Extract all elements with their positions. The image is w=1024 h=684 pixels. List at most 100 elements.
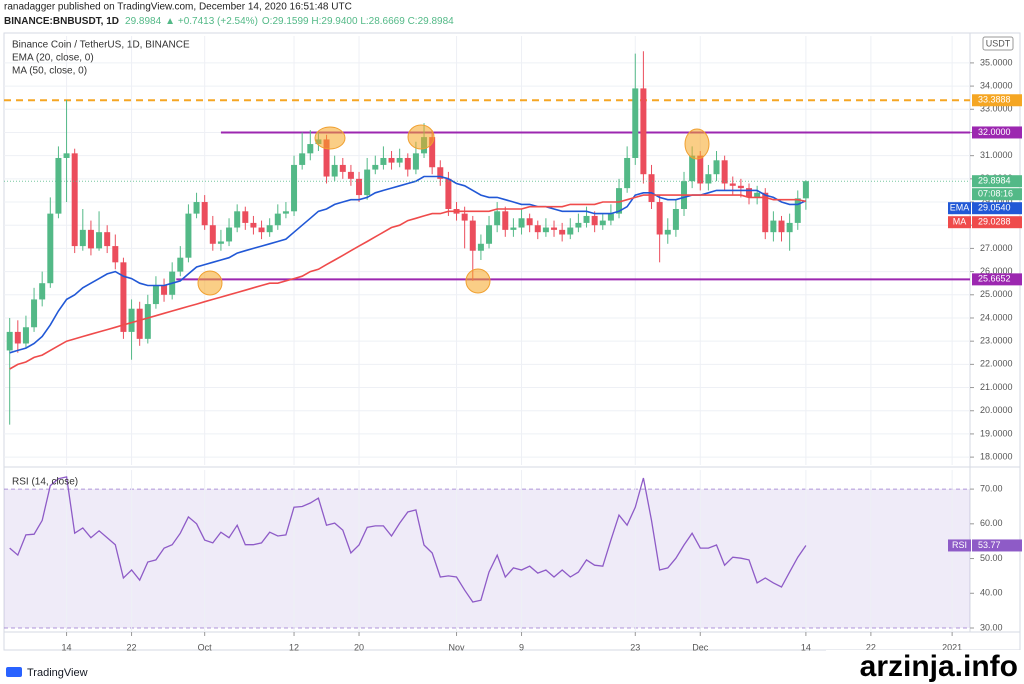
x-tick-label: 9 [519, 642, 524, 652]
candle-body [226, 227, 233, 242]
last-price-label: 29.8984 [978, 176, 1011, 186]
highlight-circle [197, 270, 223, 296]
candle-body [697, 155, 704, 184]
price-line-value-box [972, 273, 1022, 286]
y-tick-label: 23.0000 [980, 336, 1013, 346]
candle-body [177, 257, 184, 272]
candle-body [689, 155, 696, 182]
countdown: 07:08:16 [978, 189, 1013, 199]
rsi-band [4, 489, 970, 629]
candle-body [201, 202, 208, 226]
candle-body [672, 208, 679, 230]
y-tick-label: 21.0000 [980, 382, 1013, 392]
candle-body [486, 225, 493, 244]
x-tick-label: Dec [692, 642, 709, 652]
ohlc: O:29.1599 H:29.9400 L:28.6669 C:29.8984 [262, 16, 454, 27]
series-value-tag: RSI [952, 540, 967, 550]
candle-body [713, 160, 720, 175]
series-value-label: 29.0540 [978, 203, 1011, 213]
candle-body [234, 211, 241, 228]
candle-body [737, 185, 744, 189]
y-tick-label: 29.0000 [980, 196, 1013, 206]
candle-body [412, 153, 419, 170]
candle-body [364, 169, 371, 196]
candle-body [372, 164, 379, 170]
candle-body [96, 232, 103, 249]
countdown-box [972, 188, 1022, 201]
series-value-box [972, 539, 1022, 552]
y-tick-label: 50.00 [980, 553, 1003, 563]
x-tick-label: 14 [62, 642, 72, 652]
candle-body [112, 246, 119, 263]
series-line [9, 476, 807, 603]
candle-body [575, 222, 582, 228]
watermark: arzinja.info [860, 650, 1018, 683]
candle-body [640, 88, 647, 175]
price-line-value-label: 25.6652 [978, 274, 1011, 284]
candle-body [87, 229, 94, 249]
candle-body [607, 213, 614, 221]
candle-body [746, 188, 753, 198]
x-tick-label: 14 [801, 642, 811, 652]
candle-body [250, 222, 257, 228]
x-tick-label: 23 [630, 642, 640, 652]
x-tick-label: 22 [127, 642, 137, 652]
candle-body [55, 157, 62, 214]
candle-body [794, 198, 801, 223]
candle-body [161, 285, 168, 295]
candle-body [729, 183, 736, 186]
symbol-line: BINANCE:BNBUSDT, 1D 29.8984 ▲ +0.7413 (+2.… [4, 16, 454, 27]
series-line [9, 194, 807, 370]
y-tick-label: 35.0000 [980, 57, 1013, 67]
change: ▲ +0.7413 (+2.54%) [165, 16, 258, 27]
candle-body [705, 174, 712, 184]
price-line-value-label: 32.0000 [978, 127, 1011, 137]
price-line-value-box [972, 126, 1022, 139]
logo: TradingView [6, 667, 88, 679]
candle-body [266, 225, 273, 233]
candle-body [599, 220, 606, 226]
candle-body [144, 304, 151, 339]
last-price-box [972, 175, 1022, 188]
candle-body [193, 202, 200, 214]
y-tick-label: 34.0000 [980, 80, 1013, 90]
legend-rsi: RSI (14, close) [12, 477, 78, 488]
candle-body [388, 157, 395, 163]
candle-body [510, 227, 517, 230]
candle-body [770, 220, 777, 233]
candle-body [754, 192, 761, 198]
symbol: BINANCE:BNBUSDT, 1D [4, 16, 119, 27]
candle-body [331, 164, 338, 177]
legend-ma: MA (50, close, 0) [12, 66, 87, 77]
candle-body [356, 178, 363, 196]
candle-body [494, 211, 501, 226]
y-tick-label: 33.0000 [980, 104, 1013, 114]
series-value-tag: MA [953, 217, 967, 227]
candle-body [656, 202, 663, 235]
candle-body [136, 308, 143, 339]
candle-body [429, 137, 436, 168]
price-title: Binance Coin / TetherUS, 1D, BINANCE [12, 40, 190, 51]
y-tick-label: 30.00 [980, 622, 1003, 632]
publish-line: ranadagger published on TradingView.com,… [4, 2, 352, 13]
candle-body [567, 227, 574, 235]
candle-body [461, 213, 468, 221]
candle-body [79, 229, 86, 247]
legend-ema: EMA (20, close, 0) [12, 53, 94, 64]
highlight-circle [684, 128, 710, 160]
candle-body [534, 225, 541, 233]
candle-body [152, 285, 159, 305]
series-value-tag-box [948, 539, 971, 552]
candle-body [71, 153, 78, 247]
candle-body [591, 215, 598, 226]
currency: USDT [986, 38, 1011, 48]
candle-body [721, 160, 728, 184]
watermark-bg [826, 650, 1024, 684]
highlight-circle [407, 124, 435, 150]
x-tick-label: 20 [354, 642, 364, 652]
series-value-tag-box [948, 202, 971, 215]
candle-body [583, 215, 590, 223]
logo-icon [6, 667, 22, 677]
candle-body [778, 220, 785, 233]
